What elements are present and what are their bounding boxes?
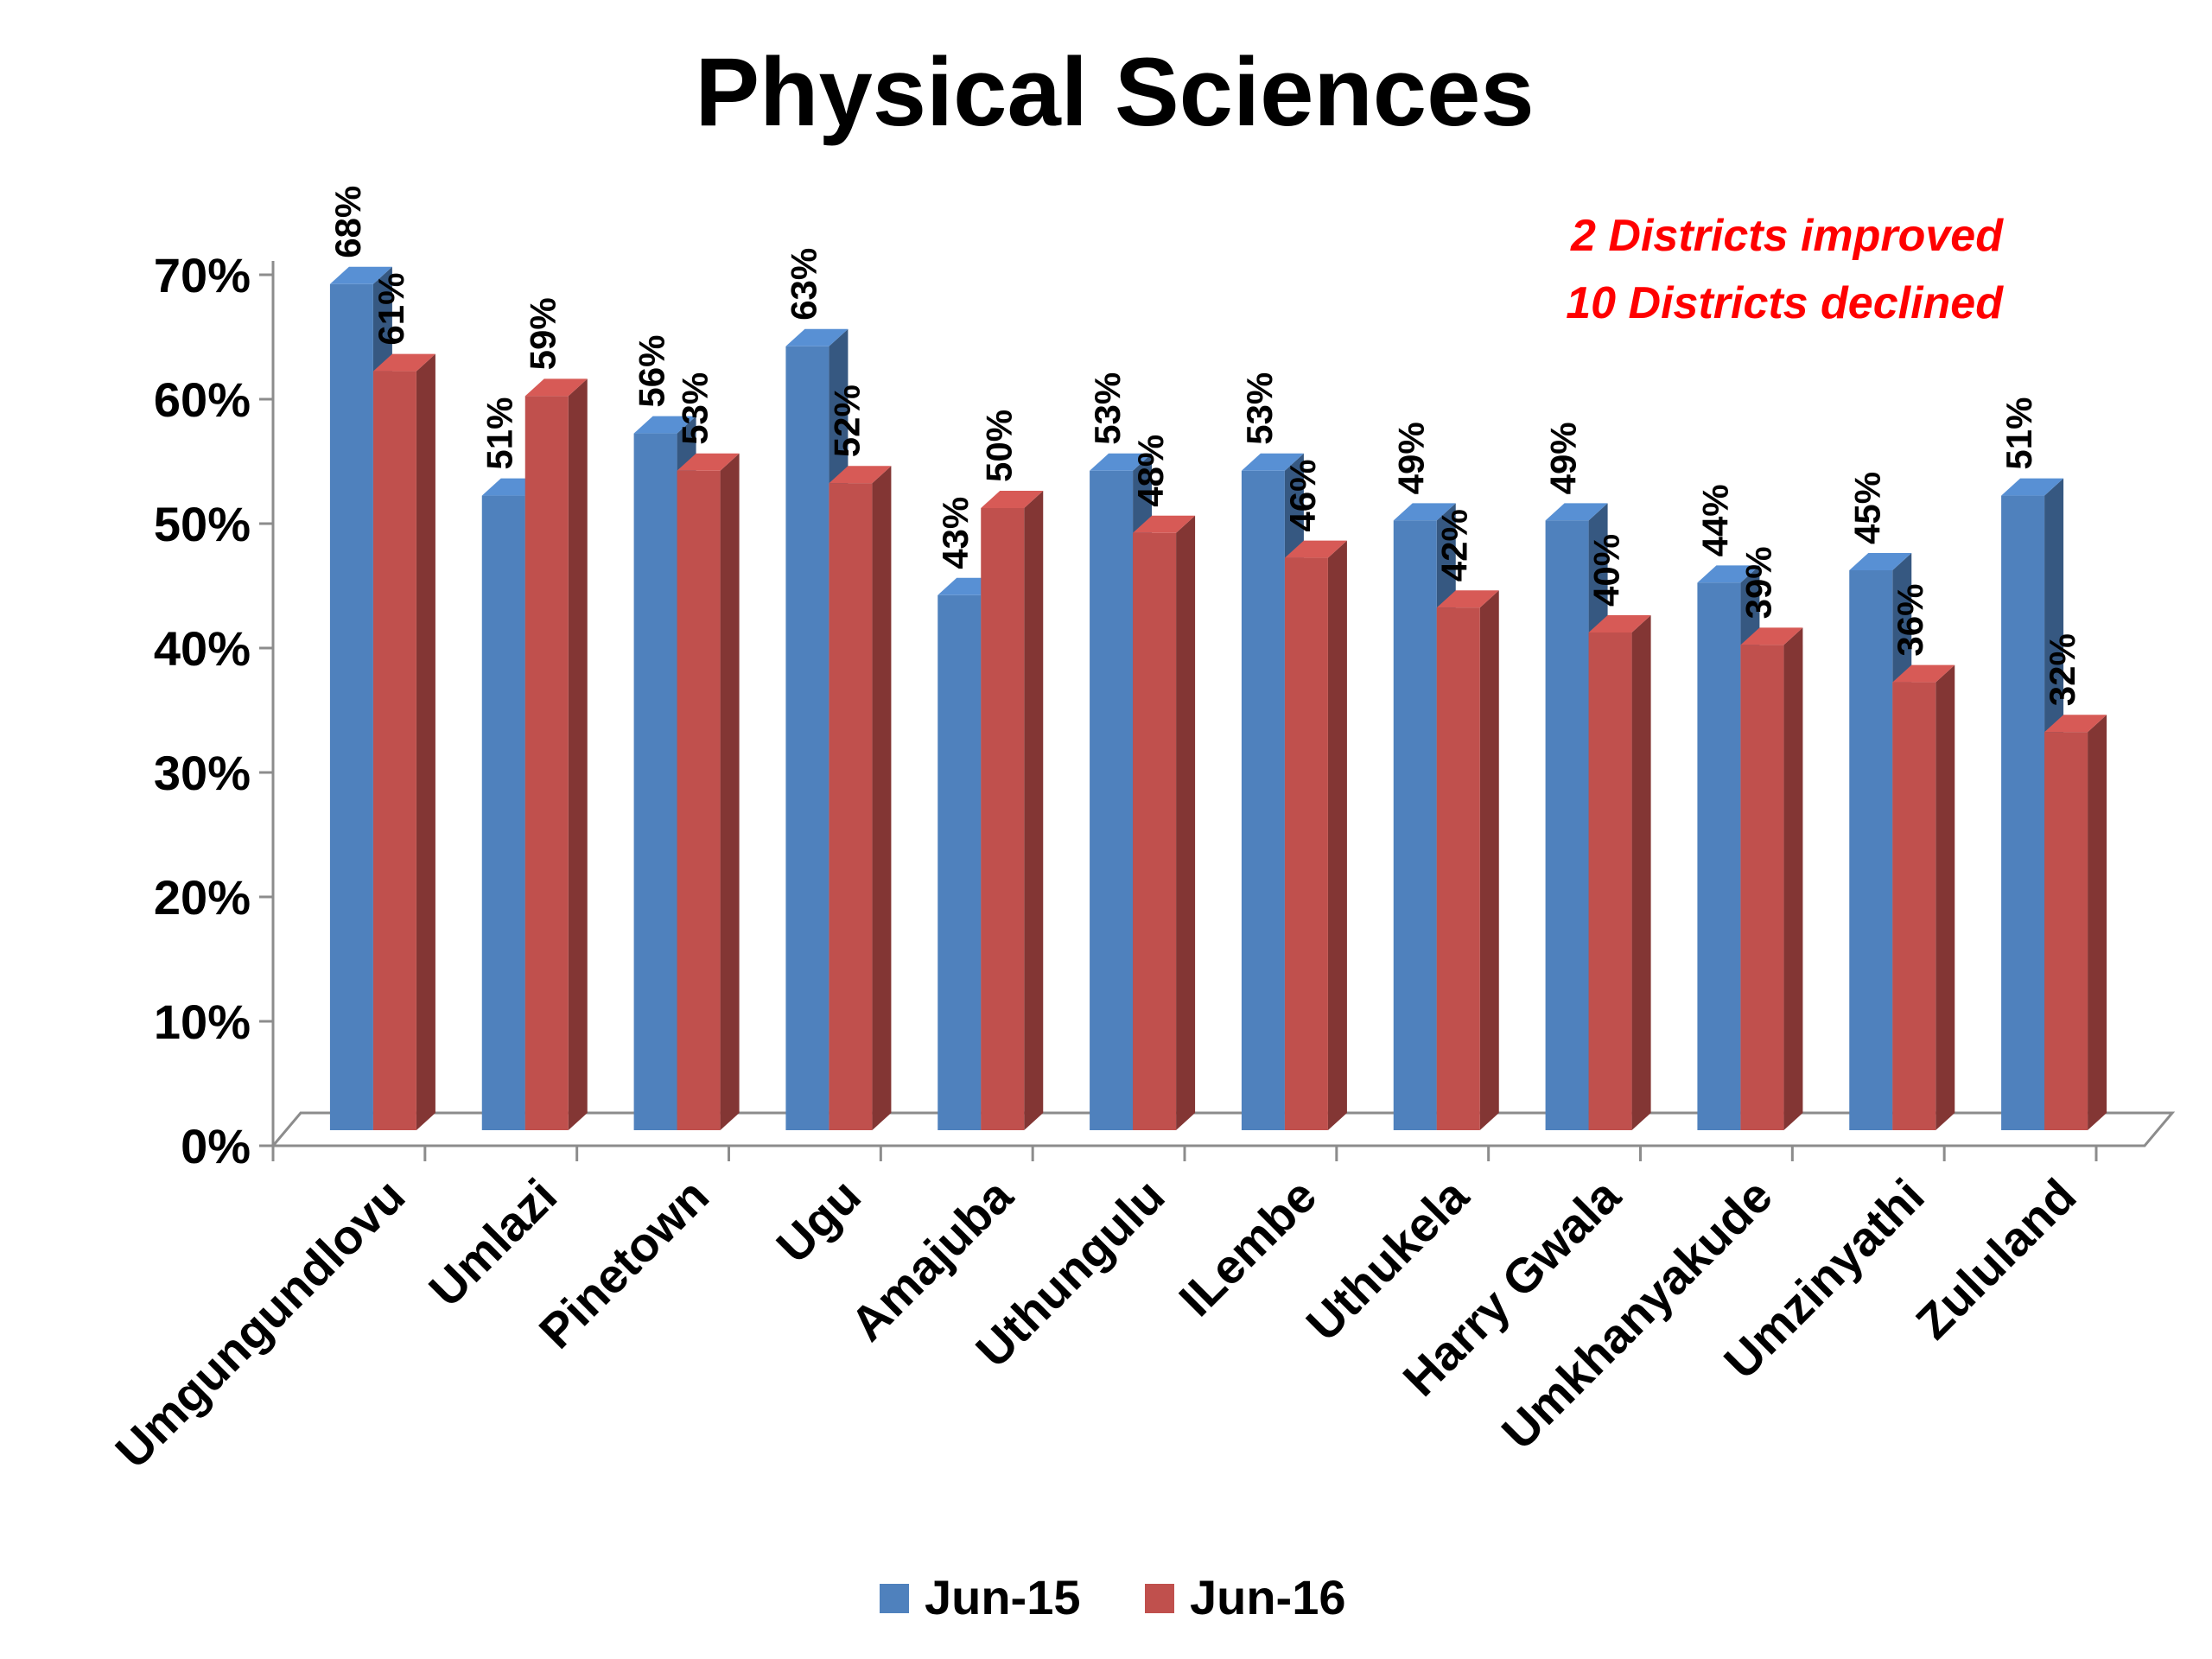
legend-swatch bbox=[880, 1584, 909, 1613]
data-label: 53% bbox=[1087, 372, 1128, 445]
bar-Jun-16-Amajuba bbox=[981, 491, 1044, 1130]
legend-item-Jun-15: Jun-15 bbox=[880, 1570, 1081, 1624]
data-label: 51% bbox=[480, 397, 520, 470]
data-label: 49% bbox=[1543, 422, 1584, 494]
legend: Jun-15 Jun-16 bbox=[880, 1570, 1346, 1624]
data-label: 40% bbox=[1586, 534, 1627, 607]
data-label: 49% bbox=[1391, 422, 1432, 494]
x-tick-label: Umgungundlovu bbox=[105, 1168, 415, 1478]
bar-Jun-16-Zululand bbox=[2044, 715, 2107, 1130]
data-label: 53% bbox=[675, 372, 715, 445]
data-label: 42% bbox=[1434, 509, 1475, 582]
legend-label: Jun-15 bbox=[925, 1570, 1081, 1624]
bar-Jun-16-Pinetown bbox=[677, 453, 740, 1130]
x-tick-label: Ugu bbox=[766, 1168, 871, 1274]
x-tick-label: ILembe bbox=[1168, 1168, 1326, 1326]
y-tick-label: 50% bbox=[154, 497, 251, 551]
data-label: 32% bbox=[2042, 633, 2082, 706]
y-tick-label: 20% bbox=[154, 870, 251, 925]
legend-label: Jun-16 bbox=[1190, 1570, 1346, 1624]
bar-Jun-16-Harry-Gwala bbox=[1588, 615, 1651, 1130]
bar-Jun-16-Umgungundlovu bbox=[372, 353, 435, 1131]
y-tick-label: 40% bbox=[154, 621, 251, 676]
bar-Jun-16-Umkhanyakude bbox=[1740, 627, 1803, 1130]
data-label: 56% bbox=[632, 335, 672, 408]
data-labels: 68%61%51%59%56%53%63%52%43%50%53%48%53%4… bbox=[327, 186, 2082, 706]
bar-Jun-16-Uthukela bbox=[1436, 590, 1499, 1130]
y-tick-label: 0% bbox=[181, 1119, 251, 1173]
x-tick-label: Umkhanyakude bbox=[1491, 1168, 1783, 1459]
data-label: 45% bbox=[1847, 472, 1887, 544]
floor bbox=[271, 1111, 2176, 1147]
bar-Jun-16-Umlazi bbox=[524, 378, 588, 1130]
data-label: 59% bbox=[523, 297, 563, 370]
data-label: 39% bbox=[1738, 546, 1778, 619]
annotation-declined: 10 Districts declined bbox=[1566, 278, 2004, 328]
y-tick-label: 30% bbox=[154, 746, 251, 800]
bar-Jun-16-Uthungulu bbox=[1133, 515, 1196, 1130]
y-tick-label: 10% bbox=[154, 995, 251, 1049]
y-tick-label: 60% bbox=[154, 372, 251, 427]
y-tick-label: 70% bbox=[154, 248, 251, 302]
data-label: 43% bbox=[935, 497, 976, 569]
x-tick-label: Zululand bbox=[1905, 1168, 2087, 1350]
bar-Jun-16-Umzinyathi bbox=[1892, 664, 1955, 1130]
data-label: 46% bbox=[1282, 460, 1323, 532]
data-label: 61% bbox=[371, 273, 411, 346]
data-label: 63% bbox=[783, 248, 823, 321]
x-tick-label: Umlazi bbox=[418, 1168, 567, 1317]
data-label: 36% bbox=[1890, 584, 1930, 657]
data-label: 53% bbox=[1239, 372, 1280, 445]
axes: 0% 10% 20% 30% 40% 50% 60% 70% bbox=[154, 248, 2176, 1173]
data-label: 51% bbox=[1999, 397, 2039, 470]
bars bbox=[329, 266, 2107, 1131]
chart-title: Physical Sciences bbox=[695, 38, 1534, 146]
data-label: 48% bbox=[1130, 435, 1171, 507]
legend-swatch bbox=[1145, 1584, 1174, 1613]
data-label: 52% bbox=[826, 385, 867, 457]
legend-item-Jun-16: Jun-16 bbox=[1145, 1570, 1346, 1624]
data-label: 50% bbox=[978, 410, 1019, 482]
annotation-improved: 2 Districts improved bbox=[1570, 211, 2004, 261]
bar-Jun-16-ILembe bbox=[1284, 540, 1347, 1130]
data-label: 68% bbox=[327, 186, 368, 258]
bar-Jun-16-Ugu bbox=[829, 466, 892, 1130]
data-label: 44% bbox=[1694, 484, 1735, 556]
